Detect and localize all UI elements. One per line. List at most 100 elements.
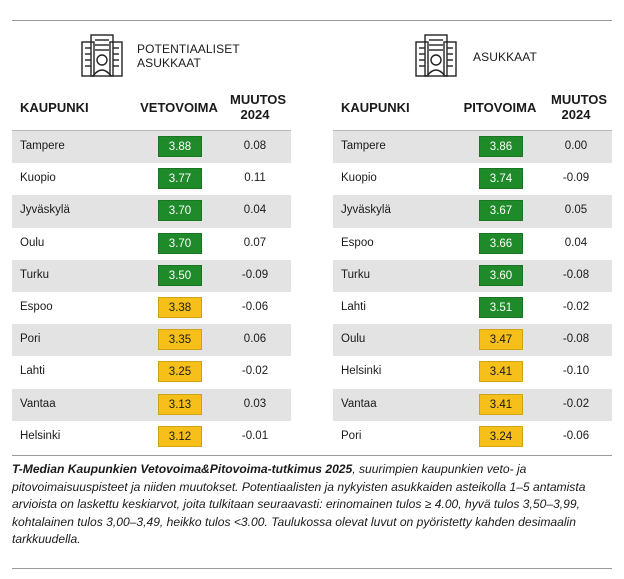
building-person-icon xyxy=(415,34,457,77)
panel-title-line1: POTENTIAALISET xyxy=(137,42,240,56)
score-badge: 3.41 xyxy=(479,393,523,415)
col-change: MUUTOS 2024 xyxy=(551,92,607,122)
score-badge: 3.47 xyxy=(479,329,523,351)
city-name: Vantaa xyxy=(341,397,377,410)
table-row: Oulu 3.70 0.07 xyxy=(12,228,291,260)
table-body: Tampere 3.88 0.08 Kuopio 3.77 0.11 Jyväskylä 3.… xyxy=(12,131,291,453)
table-row: Kuopio 3.74 -0.09 xyxy=(333,163,612,195)
score-badge: 3.51 xyxy=(479,296,523,318)
city-name: Oulu xyxy=(20,236,45,249)
score-badge: 3.66 xyxy=(479,232,523,254)
column-headers: KAUPUNKI PITOVOIMA MUUTOS 2024 xyxy=(333,82,612,131)
col-change-line2: 2024 xyxy=(240,107,270,122)
city-name: Lahti xyxy=(20,365,45,378)
change-value: -0.06 xyxy=(562,429,590,442)
col-score: VETOVOIMA xyxy=(140,100,218,115)
table-row: Kuopio 3.77 0.11 xyxy=(12,163,291,195)
panel-title: ASUKKAAT xyxy=(473,50,537,64)
panel-title: POTENTIAALISET ASUKKAAT xyxy=(137,42,240,70)
building-person-icon xyxy=(81,34,123,77)
score-badge: 3.77 xyxy=(158,168,202,190)
city-name: Kuopio xyxy=(20,172,56,185)
score-badge: 3.12 xyxy=(158,425,202,447)
change-value: 0.04 xyxy=(243,204,267,217)
middle-rule xyxy=(12,455,612,456)
col-change: MUUTOS 2024 xyxy=(230,92,286,122)
caption-source: T-Median Kaupunkien Vetovoima&Pitovoima-… xyxy=(12,462,353,476)
city-name: Tampere xyxy=(341,140,386,152)
city-name: Espoo xyxy=(20,300,53,313)
change-value: 0.04 xyxy=(564,236,588,249)
change-value: -0.09 xyxy=(241,268,269,281)
table-row: Espoo 3.38 -0.06 xyxy=(12,292,291,324)
table-row: Oulu 3.47 -0.08 xyxy=(333,324,612,357)
city-name: Jyväskylä xyxy=(20,204,70,217)
score-badge: 3.70 xyxy=(158,200,202,222)
col-change-line1: MUUTOS xyxy=(230,92,287,107)
city-name: Helsinki xyxy=(341,365,382,378)
caption-text: , suurimpien kaupunkien veto- ja pitovoi… xyxy=(12,462,586,547)
score-badge: 3.35 xyxy=(158,329,202,351)
city-name: Tampere xyxy=(20,140,65,152)
score-badge: 3.25 xyxy=(158,361,202,383)
change-value: -0.09 xyxy=(562,172,590,185)
change-value: -0.02 xyxy=(562,397,590,410)
score-badge: 3.41 xyxy=(479,361,523,383)
city-name: Oulu xyxy=(341,333,366,346)
city-name: Jyväskylä xyxy=(341,204,391,217)
pitovoima-panel: ASUKKAAT KAUPUNKI PITOVOIMA MUUTOS 2024 T… xyxy=(333,28,612,453)
change-value: -0.02 xyxy=(241,365,269,378)
score-badge: 3.88 xyxy=(158,136,202,157)
table-row: Lahti 3.51 -0.02 xyxy=(333,292,612,324)
score-badge: 3.86 xyxy=(479,136,523,157)
change-value: 0.07 xyxy=(243,236,267,249)
col-city: KAUPUNKI xyxy=(20,100,89,115)
change-value: -0.08 xyxy=(562,333,590,346)
table-row: Espoo 3.66 0.04 xyxy=(333,228,612,260)
col-change-line2: 2024 xyxy=(561,107,591,122)
table-body: Tampere 3.86 0.00 Kuopio 3.74 -0.09 Jyväskylä 3… xyxy=(333,131,612,453)
city-name: Vantaa xyxy=(20,397,56,410)
panel-header: POTENTIAALISET ASUKKAAT xyxy=(12,28,291,82)
city-name: Helsinki xyxy=(20,429,61,442)
score-badge: 3.24 xyxy=(479,425,523,447)
change-value: 0.03 xyxy=(243,397,267,410)
city-name: Turku xyxy=(341,268,370,281)
change-value: -0.06 xyxy=(241,300,269,313)
score-badge: 3.74 xyxy=(479,168,523,190)
score-badge: 3.50 xyxy=(158,264,202,286)
score-badge: 3.67 xyxy=(479,200,523,222)
table-row: Pori 3.24 -0.06 xyxy=(333,421,612,453)
caption: T-Median Kaupunkien Vetovoima&Pitovoima-… xyxy=(12,461,602,549)
top-rule xyxy=(12,20,612,21)
city-name: Lahti xyxy=(341,300,366,313)
table-row: Vantaa 3.41 -0.02 xyxy=(333,388,612,421)
table-row: Turku 3.60 -0.08 xyxy=(333,259,612,292)
table-row: Vantaa 3.13 0.03 xyxy=(12,388,291,421)
panel-header: ASUKKAAT xyxy=(333,28,612,82)
city-name: Pori xyxy=(341,429,362,442)
table-row: Pori 3.35 0.06 xyxy=(12,324,291,357)
city-name: Turku xyxy=(20,268,49,281)
change-value: -0.01 xyxy=(241,429,269,442)
table-row: Lahti 3.25 -0.02 xyxy=(12,356,291,388)
city-name: Kuopio xyxy=(341,172,377,185)
change-value: -0.02 xyxy=(562,300,590,313)
panel-title-line2: ASUKKAAT xyxy=(137,56,201,70)
change-value: 0.05 xyxy=(564,204,588,217)
table-row: Helsinki 3.12 -0.01 xyxy=(12,421,291,453)
change-value: 0.11 xyxy=(244,172,266,185)
column-headers: KAUPUNKI VETOVOIMA MUUTOS 2024 xyxy=(12,82,291,131)
col-change-line1: MUUTOS xyxy=(551,92,608,107)
score-badge: 3.70 xyxy=(158,232,202,254)
col-city: KAUPUNKI xyxy=(341,100,410,115)
table-row: Jyväskylä 3.70 0.04 xyxy=(12,195,291,228)
change-value: 0.00 xyxy=(564,140,588,152)
score-badge: 3.13 xyxy=(158,393,202,415)
col-score: PITOVOIMA xyxy=(463,100,537,115)
change-value: 0.06 xyxy=(243,333,267,346)
change-value: 0.08 xyxy=(243,140,267,152)
vetovoima-panel: POTENTIAALISET ASUKKAAT KAUPUNKI VETOVOI… xyxy=(12,28,291,453)
table-row: Turku 3.50 -0.09 xyxy=(12,259,291,292)
table-row: Tampere 3.86 0.00 xyxy=(333,131,612,164)
